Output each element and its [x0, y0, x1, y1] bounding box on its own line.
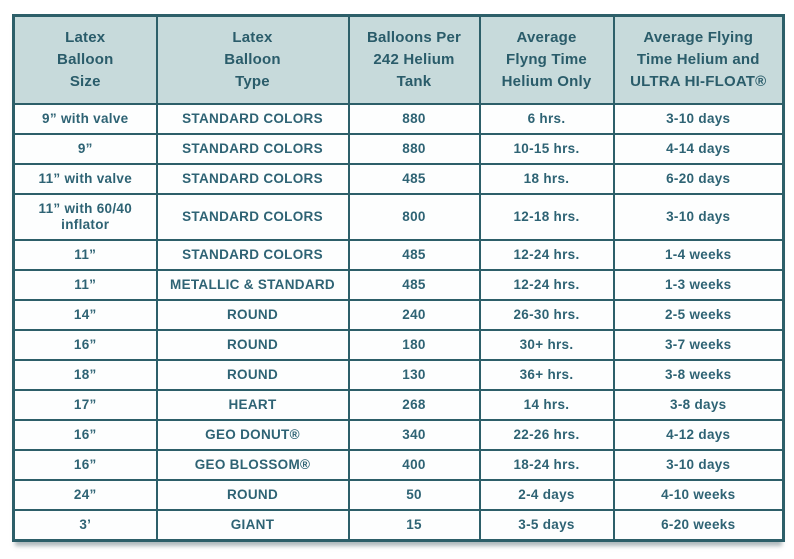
table-body: 9” with valve STANDARD COLORS 880 6 hrs.… — [12, 102, 785, 542]
cell-flying-time-hifloat: 3-8 days — [612, 388, 785, 421]
cell-flying-time-hifloat: 3-7 weeks — [612, 328, 785, 361]
column-header-balloon-type: Latex Balloon Type — [155, 14, 350, 105]
cell-flying-time-hifloat: 3-10 days — [612, 192, 785, 241]
table-row: 11” with valve STANDARD COLORS 485 18 hr… — [12, 162, 785, 195]
cell-balloon-type: ROUND — [155, 328, 350, 361]
cell-flying-time-hifloat: 6-20 days — [612, 162, 785, 195]
cell-flying-time-helium: 36+ hrs. — [478, 358, 615, 391]
cell-flying-time-helium: 18-24 hrs. — [478, 448, 615, 481]
cell-balloons-per-tank: 485 — [347, 162, 481, 195]
cell-flying-time-helium: 12-18 hrs. — [478, 192, 615, 241]
cell-balloon-size: 14” — [12, 298, 158, 331]
cell-balloon-size: 11” with valve — [12, 162, 158, 195]
balloon-flight-time-table: Latex Balloon Size Latex Balloon Type Ba… — [12, 14, 785, 542]
cell-flying-time-hifloat: 3-8 weeks — [612, 358, 785, 391]
cell-flying-time-helium: 14 hrs. — [478, 388, 615, 421]
cell-balloon-type: GEO DONUT® — [155, 418, 350, 451]
cell-balloon-type: METALLIC & STANDARD — [155, 268, 350, 301]
table-row: 17” HEART 268 14 hrs. 3-8 days — [12, 388, 785, 421]
table-row: 24” ROUND 50 2-4 days 4-10 weeks — [12, 478, 785, 511]
cell-flying-time-helium: 26-30 hrs. — [478, 298, 615, 331]
table-row: 16” GEO BLOSSOM® 400 18-24 hrs. 3-10 day… — [12, 448, 785, 481]
cell-balloon-size: 11” with 60/40 inflator — [12, 192, 158, 241]
table-row: 14” ROUND 240 26-30 hrs. 2-5 weeks — [12, 298, 785, 331]
column-header-flying-time-helium: Average Flyng Time Helium Only — [478, 14, 615, 105]
cell-balloon-type: STANDARD COLORS — [155, 238, 350, 271]
cell-balloons-per-tank: 15 — [347, 508, 481, 542]
cell-balloon-type: STANDARD COLORS — [155, 102, 350, 135]
cell-flying-time-hifloat: 3-10 days — [612, 102, 785, 135]
table-row: 9” with valve STANDARD COLORS 880 6 hrs.… — [12, 102, 785, 135]
table-row: 11” STANDARD COLORS 485 12-24 hrs. 1-4 w… — [12, 238, 785, 271]
cell-balloons-per-tank: 485 — [347, 238, 481, 271]
table-row: 3’ GIANT 15 3-5 days 6-20 weeks — [12, 508, 785, 542]
cell-balloon-size: 11” — [12, 238, 158, 271]
cell-balloon-type: ROUND — [155, 358, 350, 391]
cell-balloon-size: 11” — [12, 268, 158, 301]
cell-flying-time-helium: 2-4 days — [478, 478, 615, 511]
cell-balloons-per-tank: 268 — [347, 388, 481, 421]
cell-balloons-per-tank: 50 — [347, 478, 481, 511]
cell-balloon-type: ROUND — [155, 478, 350, 511]
cell-flying-time-helium: 18 hrs. — [478, 162, 615, 195]
cell-balloon-type: GIANT — [155, 508, 350, 542]
cell-balloon-size: 18” — [12, 358, 158, 391]
cell-flying-time-hifloat: 1-4 weeks — [612, 238, 785, 271]
column-header-flying-time-hifloat: Average Flying Time Helium and ULTRA HI-… — [612, 14, 785, 105]
cell-balloons-per-tank: 180 — [347, 328, 481, 361]
table-row: 16” GEO DONUT® 340 22-26 hrs. 4-12 days — [12, 418, 785, 451]
cell-balloon-size: 3’ — [12, 508, 158, 542]
cell-flying-time-helium: 12-24 hrs. — [478, 268, 615, 301]
cell-flying-time-hifloat: 1-3 weeks — [612, 268, 785, 301]
column-header-balloon-size: Latex Balloon Size — [12, 14, 158, 105]
cell-balloons-per-tank: 880 — [347, 102, 481, 135]
header-row: Latex Balloon Size Latex Balloon Type Ba… — [12, 14, 785, 105]
cell-flying-time-hifloat: 2-5 weeks — [612, 298, 785, 331]
cell-flying-time-hifloat: 6-20 weeks — [612, 508, 785, 542]
cell-flying-time-helium: 10-15 hrs. — [478, 132, 615, 165]
cell-flying-time-helium: 30+ hrs. — [478, 328, 615, 361]
cell-flying-time-helium: 6 hrs. — [478, 102, 615, 135]
cell-balloons-per-tank: 340 — [347, 418, 481, 451]
cell-balloons-per-tank: 880 — [347, 132, 481, 165]
table-row: 9” STANDARD COLORS 880 10-15 hrs. 4-14 d… — [12, 132, 785, 165]
cell-balloon-type: STANDARD COLORS — [155, 132, 350, 165]
cell-balloons-per-tank: 485 — [347, 268, 481, 301]
cell-flying-time-helium: 12-24 hrs. — [478, 238, 615, 271]
table-row: 11” with 60/40 inflator STANDARD COLORS … — [12, 192, 785, 241]
cell-flying-time-hifloat: 4-14 days — [612, 132, 785, 165]
cell-balloon-size: 16” — [12, 418, 158, 451]
table-row: 18” ROUND 130 36+ hrs. 3-8 weeks — [12, 358, 785, 391]
cell-balloon-type: STANDARD COLORS — [155, 162, 350, 195]
cell-balloon-size: 9” with valve — [12, 102, 158, 135]
table-row: 11” METALLIC & STANDARD 485 12-24 hrs. 1… — [12, 268, 785, 301]
cell-balloon-size: 16” — [12, 448, 158, 481]
cell-balloon-size: 9” — [12, 132, 158, 165]
cell-balloon-size: 17” — [12, 388, 158, 421]
cell-balloon-type: STANDARD COLORS — [155, 192, 350, 241]
cell-flying-time-hifloat: 4-12 days — [612, 418, 785, 451]
cell-balloons-per-tank: 240 — [347, 298, 481, 331]
cell-flying-time-hifloat: 4-10 weeks — [612, 478, 785, 511]
table-row: 16” ROUND 180 30+ hrs. 3-7 weeks — [12, 328, 785, 361]
cell-balloons-per-tank: 130 — [347, 358, 481, 391]
cell-flying-time-helium: 22-26 hrs. — [478, 418, 615, 451]
cell-balloons-per-tank: 400 — [347, 448, 481, 481]
cell-flying-time-hifloat: 3-10 days — [612, 448, 785, 481]
cell-flying-time-helium: 3-5 days — [478, 508, 615, 542]
cell-balloon-type: HEART — [155, 388, 350, 421]
cell-balloon-size: 16” — [12, 328, 158, 361]
cell-balloon-type: ROUND — [155, 298, 350, 331]
column-header-balloons-per-tank: Balloons Per 242 Helium Tank — [347, 14, 481, 105]
cell-balloons-per-tank: 800 — [347, 192, 481, 241]
cell-balloon-size: 24” — [12, 478, 158, 511]
cell-balloon-type: GEO BLOSSOM® — [155, 448, 350, 481]
